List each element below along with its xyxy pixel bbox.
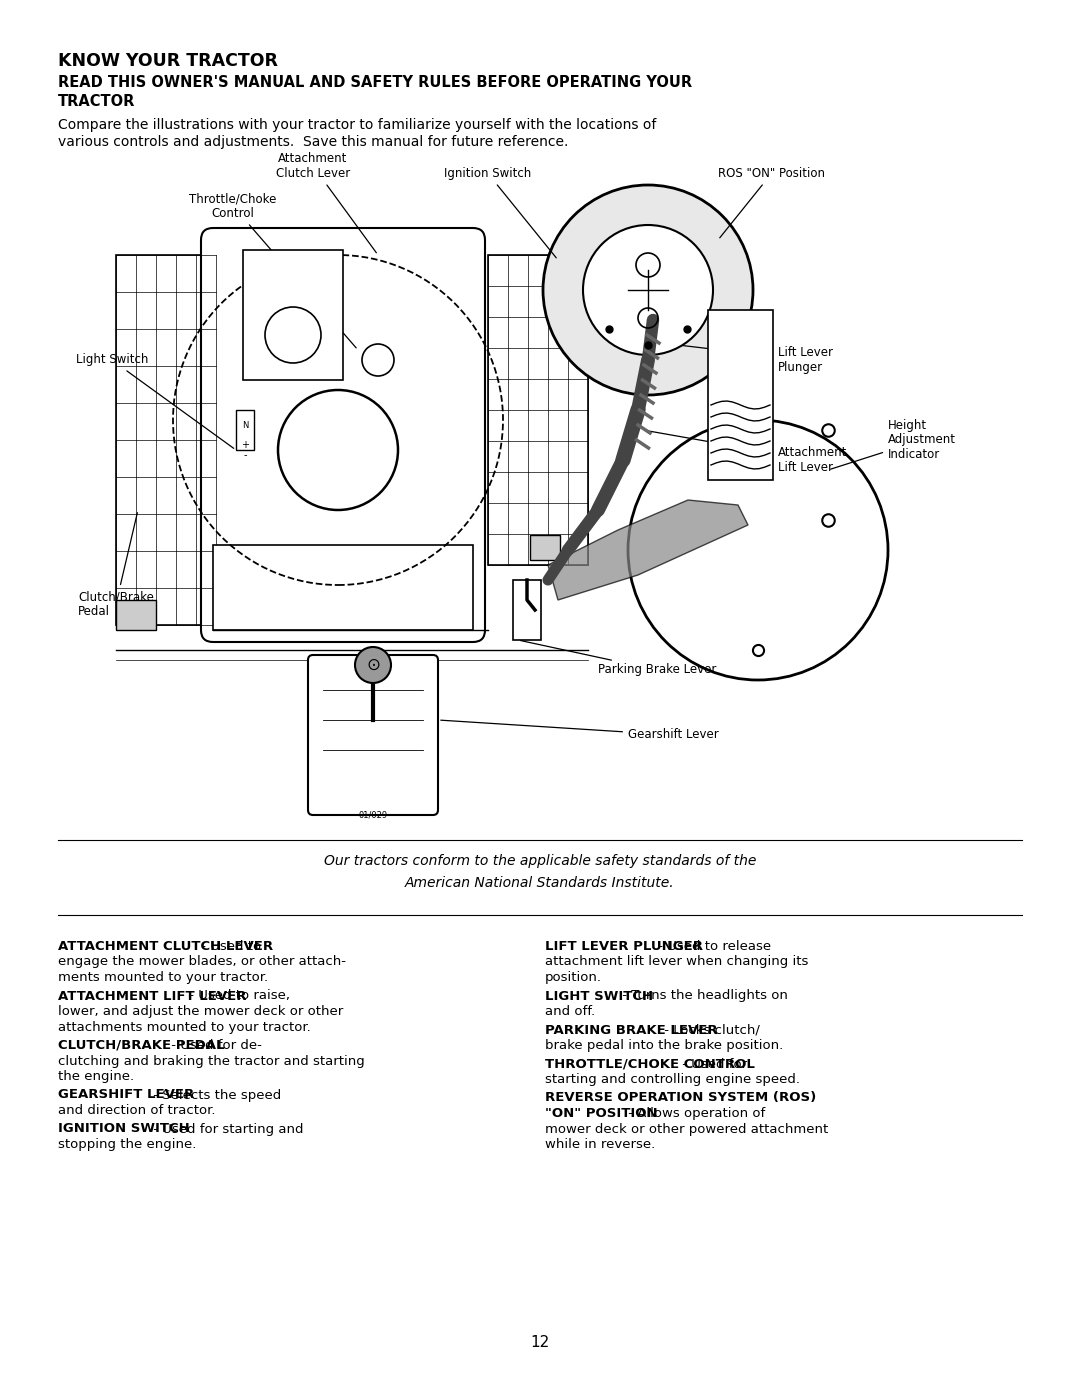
Bar: [513, 580, 541, 639]
Text: Lift Lever
Plunger: Lift Lever Plunger: [680, 345, 833, 374]
Text: GEARSHIFT LEVER: GEARSHIFT LEVER: [58, 1089, 194, 1101]
Text: - Selects the speed: - Selects the speed: [149, 1089, 281, 1101]
Text: - Used to: - Used to: [198, 941, 261, 953]
Text: LIFT LEVER PLUNGER: LIFT LEVER PLUNGER: [545, 941, 703, 953]
Circle shape: [543, 186, 753, 395]
Text: American National Standards Institute.: American National Standards Institute.: [405, 876, 675, 890]
Text: and off.: and off.: [545, 1005, 595, 1018]
Bar: [708, 309, 773, 480]
Text: Light Switch: Light Switch: [76, 353, 233, 448]
Text: Attachment
Lift Lever: Attachment Lift Lever: [646, 430, 848, 474]
Text: and direction of tractor.: and direction of tractor.: [58, 1104, 216, 1116]
Text: - Used to release: - Used to release: [653, 941, 771, 953]
Text: TRACTOR: TRACTOR: [58, 94, 135, 109]
Text: THROTTLE/CHOKE CONTROL: THROTTLE/CHOKE CONTROL: [545, 1057, 755, 1071]
Text: Parking Brake Lever: Parking Brake Lever: [521, 641, 716, 676]
Text: position.: position.: [545, 971, 602, 984]
Text: ROS "ON" Position: ROS "ON" Position: [718, 166, 825, 238]
Bar: [237, 410, 254, 450]
Text: READ THIS OWNER'S MANUAL AND SAFETY RULES BEFORE OPERATING YOUR: READ THIS OWNER'S MANUAL AND SAFETY RULE…: [58, 76, 692, 89]
Text: ATTACHMENT CLUTCH LEVER: ATTACHMENT CLUTCH LEVER: [58, 941, 273, 953]
Text: ATTACHMENT LIFT LEVER: ATTACHMENT LIFT LEVER: [58, 990, 246, 1002]
Text: 12: 12: [530, 1335, 550, 1350]
Circle shape: [583, 226, 713, 355]
Circle shape: [627, 419, 888, 681]
Text: ⊙: ⊙: [366, 656, 380, 674]
Text: IGNITION SWITCH: IGNITION SWITCH: [58, 1122, 190, 1136]
Bar: [116, 600, 156, 630]
Text: the engine.: the engine.: [58, 1070, 134, 1084]
Text: engage the mower blades, or other attach-: engage the mower blades, or other attach…: [58, 956, 346, 968]
Text: while in reverse.: while in reverse.: [545, 1138, 656, 1151]
Polygon shape: [548, 500, 748, 600]
FancyBboxPatch shape: [308, 654, 438, 815]
Text: Compare the illustrations with your tractor to familiarize yourself with the loc: Compare the illustrations with your trac…: [58, 118, 657, 132]
Bar: [488, 254, 588, 565]
Text: attachment lift lever when changing its: attachment lift lever when changing its: [545, 956, 808, 968]
Text: N: N: [242, 421, 248, 429]
Text: Throttle/Choke
Control: Throttle/Choke Control: [189, 193, 356, 348]
Text: 01/029: 01/029: [359, 810, 388, 820]
Text: - Locks clutch/: - Locks clutch/: [660, 1023, 760, 1037]
Text: Height
Adjustment
Indicator: Height Adjustment Indicator: [831, 418, 956, 469]
Text: stopping the engine.: stopping the engine.: [58, 1138, 197, 1151]
Text: KNOW YOUR TRACTOR: KNOW YOUR TRACTOR: [58, 52, 278, 70]
Text: attachments mounted to your tractor.: attachments mounted to your tractor.: [58, 1020, 311, 1034]
Text: Clutch/Brake
Pedal: Clutch/Brake Pedal: [78, 513, 153, 617]
Bar: [530, 535, 561, 560]
Text: brake pedal into the brake position.: brake pedal into the brake position.: [545, 1040, 783, 1052]
Bar: [213, 544, 473, 630]
Text: CLUTCH/BRAKE PEDAL: CLUTCH/BRAKE PEDAL: [58, 1040, 225, 1052]
Text: Attachment
Clutch Lever: Attachment Clutch Lever: [275, 153, 376, 253]
Text: ments mounted to your tractor.: ments mounted to your tractor.: [58, 971, 268, 984]
Text: - Used for starting and: - Used for starting and: [149, 1122, 303, 1136]
Text: - Allows operation of: - Allows operation of: [623, 1107, 765, 1121]
Text: - Used to raise,: - Used to raise,: [185, 990, 291, 1002]
Text: lower, and adjust the mower deck or other: lower, and adjust the mower deck or othe…: [58, 1005, 343, 1018]
Text: clutching and braking the tractor and starting: clutching and braking the tractor and st…: [58, 1055, 365, 1067]
Text: - Used for de-: - Used for de-: [167, 1040, 261, 1052]
Bar: [116, 254, 216, 626]
Text: various controls and adjustments.  Save this manual for future reference.: various controls and adjustments. Save t…: [58, 135, 568, 148]
FancyBboxPatch shape: [201, 228, 485, 642]
Text: LIGHT SWITCH: LIGHT SWITCH: [545, 990, 653, 1002]
Text: -: -: [243, 450, 246, 461]
Circle shape: [355, 648, 391, 683]
Text: starting and controlling engine speed.: starting and controlling engine speed.: [545, 1072, 800, 1086]
Text: mower deck or other powered attachment: mower deck or other powered attachment: [545, 1122, 828, 1136]
Text: PARKING BRAKE LEVER: PARKING BRAKE LEVER: [545, 1023, 717, 1037]
Text: - Turns the headlights on: - Turns the headlights on: [618, 990, 787, 1002]
Text: "ON" POSITION: "ON" POSITION: [545, 1107, 658, 1121]
Text: Ignition Switch: Ignition Switch: [444, 166, 556, 258]
Text: Gearshift Lever: Gearshift Lever: [441, 720, 719, 741]
Text: +: +: [241, 440, 249, 450]
Text: REVERSE OPERATION SYSTEM (ROS): REVERSE OPERATION SYSTEM (ROS): [545, 1092, 816, 1104]
Bar: [243, 250, 343, 380]
Text: Our tractors conform to the applicable safety standards of the: Our tractors conform to the applicable s…: [324, 854, 756, 868]
Text: - Used for: - Used for: [678, 1057, 747, 1071]
